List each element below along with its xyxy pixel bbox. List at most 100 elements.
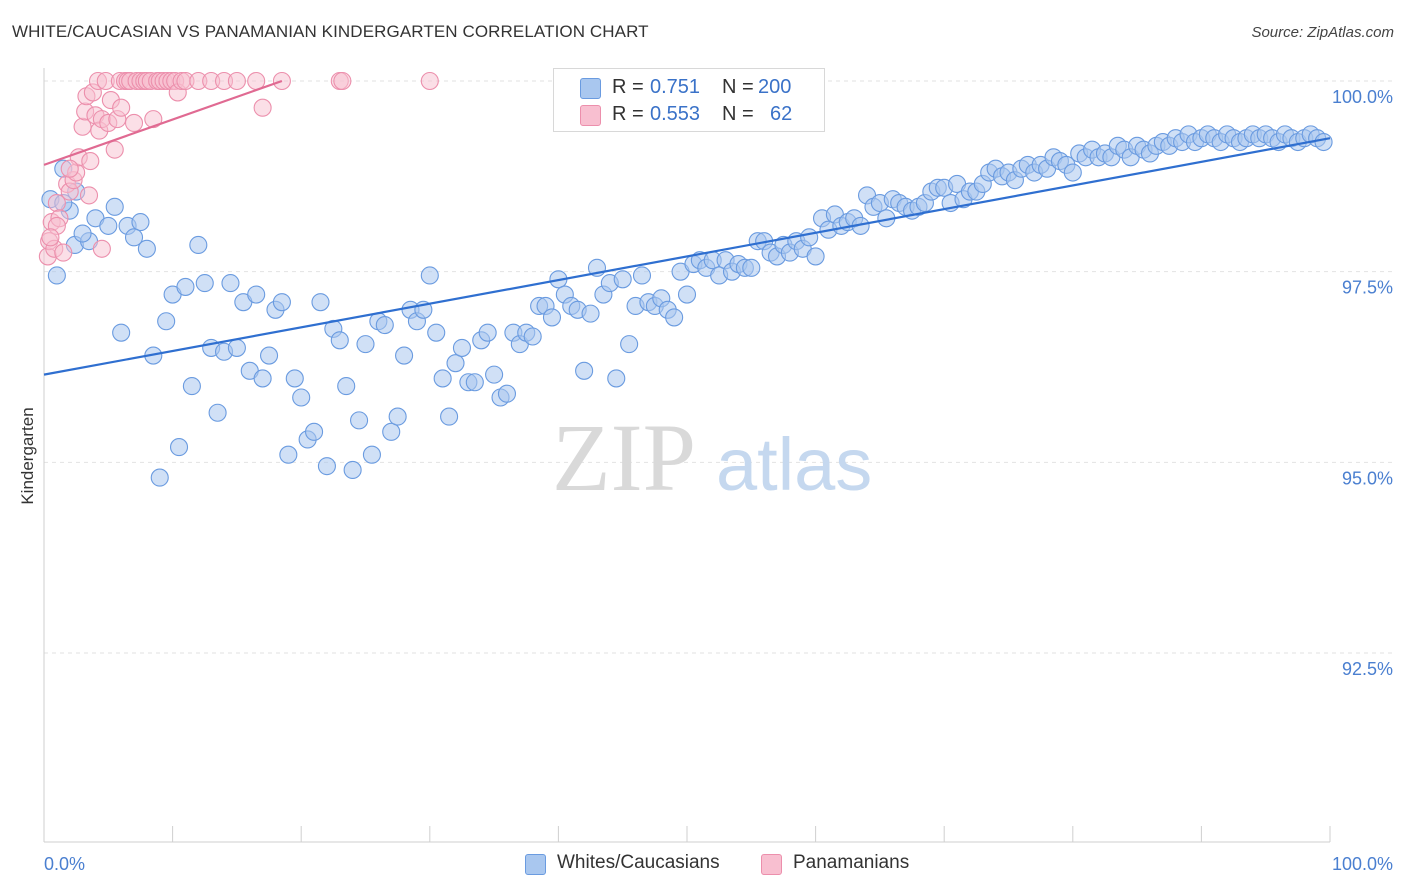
whites-point	[613, 270, 632, 289]
whites-point	[575, 361, 594, 380]
whites-point	[478, 323, 497, 342]
whites-point	[1314, 132, 1333, 152]
legend-r-value: 0.751	[650, 76, 701, 98]
whites-point	[311, 293, 330, 312]
legend-row-panamanians: R = 0.553 N = 62	[554, 102, 824, 128]
whites-point	[253, 369, 272, 388]
legend-n-value: 62	[770, 103, 793, 125]
panamanians-trend-line	[43, 79, 283, 166]
panamanians-point	[60, 159, 79, 178]
whites-point	[395, 346, 414, 365]
whites-point	[176, 277, 195, 296]
whites-point	[292, 388, 311, 407]
whites-point	[343, 460, 362, 480]
legend-r-value: 0.553	[650, 103, 701, 125]
whites-point	[665, 308, 684, 327]
whites-point	[485, 365, 504, 384]
panamanians-point	[81, 152, 100, 171]
legend-r-label: R =	[612, 76, 644, 98]
whites-point	[124, 228, 144, 247]
whites-point	[362, 445, 381, 464]
whites-point	[247, 285, 266, 304]
whites-point	[169, 438, 189, 457]
watermark: ZIP atlas	[552, 404, 872, 511]
correlation-legend: R = 0.751 N = 200 R = 0.553 N = 62	[553, 68, 825, 132]
series-legend-label: Panamanians	[793, 852, 910, 873]
whites-point	[272, 293, 291, 312]
whites-point	[259, 346, 279, 365]
series-legend-swatch-panamanians	[761, 854, 782, 875]
panamanians-point	[92, 239, 111, 258]
whites-point	[800, 228, 819, 247]
watermark-zip: ZIP	[552, 404, 696, 511]
watermark-atlas: atlas	[716, 423, 872, 506]
y-tick-label: 95.0%	[1342, 468, 1393, 488]
whites-point	[427, 323, 446, 342]
whites-point	[542, 308, 562, 327]
panamanians-point	[105, 140, 124, 159]
whites-point	[523, 327, 542, 346]
whites-point	[420, 266, 439, 285]
whites-point	[182, 377, 201, 396]
whites-point	[620, 335, 639, 354]
source-label: Source: ZipAtlas.com	[1251, 24, 1394, 41]
legend-n-value: 200	[758, 76, 792, 98]
whites-trend-line	[43, 137, 1331, 376]
whites-point	[446, 354, 465, 373]
whites-point	[208, 403, 227, 422]
panamanians-point	[420, 71, 439, 91]
whites-point	[73, 224, 92, 243]
whites-point	[99, 216, 118, 235]
whites-point	[285, 369, 304, 388]
whites-point	[157, 312, 176, 331]
whites-point	[440, 407, 459, 426]
whites-point	[150, 468, 169, 487]
legend-row-whites: R = 0.751 N = 200	[554, 75, 824, 101]
whites-point	[433, 369, 452, 388]
whites-point	[632, 266, 652, 285]
panamanians-point	[333, 71, 352, 91]
x-tick-label: 0.0%	[44, 854, 85, 874]
whites-point	[382, 422, 401, 441]
whites-point	[607, 369, 626, 388]
whites-point	[375, 316, 394, 335]
whites-point	[350, 411, 369, 430]
whites-point	[677, 285, 697, 304]
y-tick-labels: 92.5% 95.0% 97.5% 100.0%	[1332, 87, 1393, 679]
whites-point	[227, 338, 246, 357]
legend-swatch-whites	[580, 78, 601, 99]
series-legend-label: Whites/Caucasians	[557, 852, 720, 873]
y-tick-label: 92.5%	[1342, 659, 1393, 679]
series-whites-points	[41, 125, 1333, 487]
legend-r-label: R =	[612, 103, 644, 125]
whites-point	[279, 445, 298, 464]
whites-point	[497, 384, 517, 403]
series-legend: Whites/Caucasians Panamanians	[0, 852, 1406, 878]
whites-point	[105, 197, 124, 216]
whites-point	[189, 235, 208, 255]
whites-point	[112, 323, 131, 342]
whites-point	[47, 266, 66, 285]
x-tick-label: 100.0%	[1332, 854, 1393, 874]
panamanians-point	[54, 243, 73, 262]
panamanians-point	[144, 110, 163, 129]
whites-point	[337, 377, 356, 396]
whites-point	[356, 335, 375, 354]
whites-point	[131, 213, 150, 232]
whites-point	[305, 422, 324, 441]
y-tick-label: 97.5%	[1342, 278, 1393, 298]
x-tick-labels: 0.0% 100.0%	[44, 854, 1393, 874]
chart-title: WHITE/CAUCASIAN VS PANAMANIAN KINDERGART…	[12, 22, 649, 41]
whites-point	[317, 457, 336, 476]
series-panamanians-points	[38, 71, 439, 266]
whites-point	[137, 239, 156, 258]
whites-point	[452, 338, 472, 357]
series-legend-swatch-whites	[525, 854, 546, 875]
whites-point	[581, 304, 600, 323]
trend-lines	[43, 79, 1331, 376]
legend-n-label: N =	[722, 103, 754, 125]
panamanians-point	[124, 113, 144, 132]
panamanians-point	[227, 71, 246, 91]
whites-point	[221, 274, 240, 293]
